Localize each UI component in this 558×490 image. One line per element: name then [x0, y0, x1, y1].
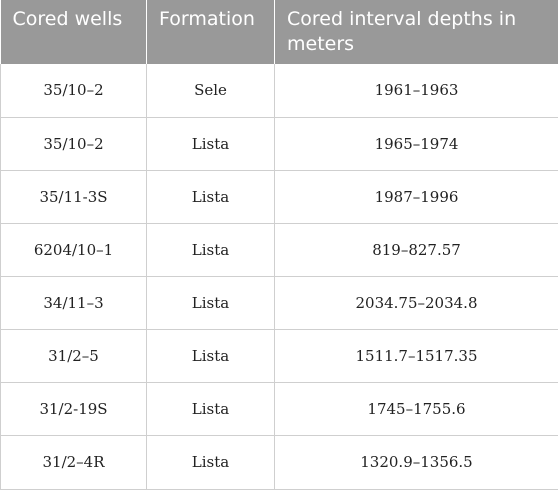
- cell-formation: Lista: [147, 382, 275, 435]
- cell-formation: Lista: [147, 435, 275, 489]
- cell-formation: Lista: [147, 276, 275, 329]
- cell-depth: 819–827.57: [275, 223, 558, 276]
- cell-formation: Lista: [147, 223, 275, 276]
- header-cored-interval-depths: Cored interval depths in meters: [275, 0, 558, 64]
- cell-depth: 1320.9–1356.5: [275, 435, 558, 489]
- header-formation: Formation: [147, 0, 275, 64]
- cell-depth: 1511.7–1517.35: [275, 329, 558, 382]
- cell-depth: 1745–1755.6: [275, 382, 558, 435]
- cell-well: 6204/10–1: [1, 223, 147, 276]
- cell-formation: Sele: [147, 64, 275, 117]
- cell-well: 35/11-3S: [1, 170, 147, 223]
- cell-well: 35/10–2: [1, 117, 147, 170]
- cell-well: 31/2–5: [1, 329, 147, 382]
- header-cored-wells: Cored wells: [1, 0, 147, 64]
- cell-well: 35/10–2: [1, 64, 147, 117]
- cell-formation: Lista: [147, 329, 275, 382]
- table-row: 31/2–4R Lista 1320.9–1356.5: [1, 435, 558, 489]
- table-row: 34/11–3 Lista 2034.75–2034.8: [1, 276, 558, 329]
- table-row: 35/10–2 Lista 1965–1974: [1, 117, 558, 170]
- cell-well: 31/2–4R: [1, 435, 147, 489]
- cell-depth: 1965–1974: [275, 117, 558, 170]
- header-row: Cored wells Formation Cored interval dep…: [1, 0, 558, 64]
- cell-formation: Lista: [147, 170, 275, 223]
- table-row: 31/2-19S Lista 1745–1755.6: [1, 382, 558, 435]
- table-row: 35/11-3S Lista 1987–1996: [1, 170, 558, 223]
- table-row: 6204/10–1 Lista 819–827.57: [1, 223, 558, 276]
- cell-formation: Lista: [147, 117, 275, 170]
- cell-well: 31/2-19S: [1, 382, 147, 435]
- cell-depth: 1961–1963: [275, 64, 558, 117]
- table-row: 31/2–5 Lista 1511.7–1517.35: [1, 329, 558, 382]
- cell-depth: 1987–1996: [275, 170, 558, 223]
- cell-depth: 2034.75–2034.8: [275, 276, 558, 329]
- table-row: 35/10–2 Sele 1961–1963: [1, 64, 558, 117]
- cell-well: 34/11–3: [1, 276, 147, 329]
